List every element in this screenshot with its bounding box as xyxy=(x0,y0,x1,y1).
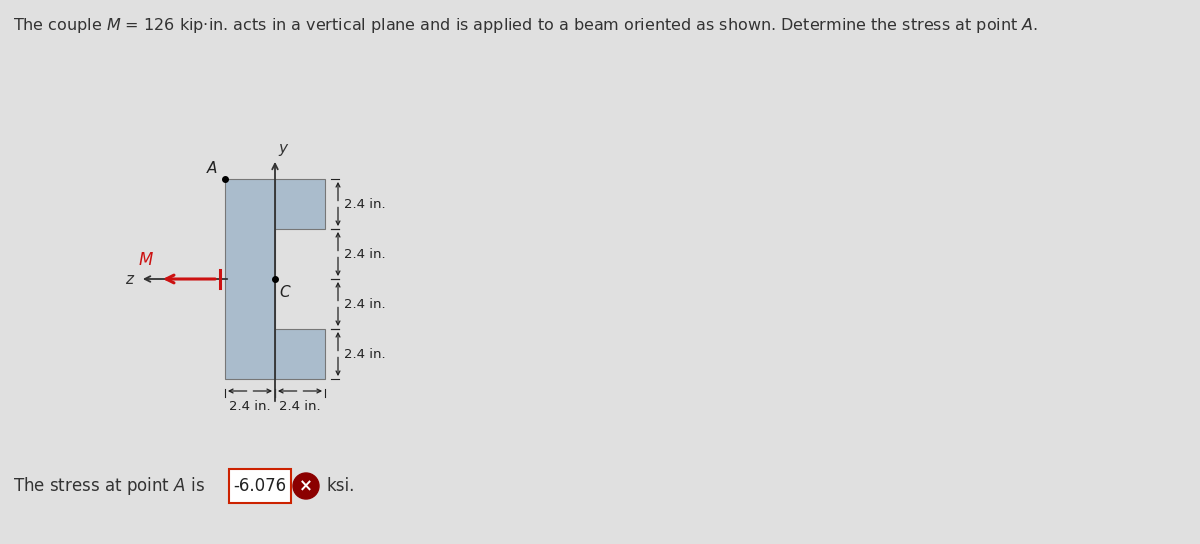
Text: The couple $M$ = 126 kip$\cdot$in. acts in a vertical plane and is applied to a : The couple $M$ = 126 kip$\cdot$in. acts … xyxy=(13,16,1038,35)
Text: $z$: $z$ xyxy=(125,271,134,287)
Text: 2.4 in.: 2.4 in. xyxy=(344,248,385,261)
Text: 2.4 in.: 2.4 in. xyxy=(344,197,385,211)
Text: $M$: $M$ xyxy=(138,251,154,269)
Text: The stress at point $A$ is: The stress at point $A$ is xyxy=(13,475,205,497)
Bar xyxy=(275,329,325,379)
Bar xyxy=(226,179,275,379)
Text: $C$: $C$ xyxy=(278,284,292,300)
Text: ksi.: ksi. xyxy=(326,477,354,495)
Bar xyxy=(275,179,325,229)
Text: $A$: $A$ xyxy=(205,160,218,176)
Text: $y$: $y$ xyxy=(278,142,289,158)
Circle shape xyxy=(293,473,319,499)
Text: ×: × xyxy=(299,477,313,495)
Text: -6.076: -6.076 xyxy=(234,477,287,495)
Text: 2.4 in.: 2.4 in. xyxy=(344,348,385,361)
FancyBboxPatch shape xyxy=(229,469,292,503)
Text: 2.4 in.: 2.4 in. xyxy=(344,298,385,311)
Text: 2.4 in.: 2.4 in. xyxy=(280,400,320,413)
Text: 2.4 in.: 2.4 in. xyxy=(229,400,271,413)
